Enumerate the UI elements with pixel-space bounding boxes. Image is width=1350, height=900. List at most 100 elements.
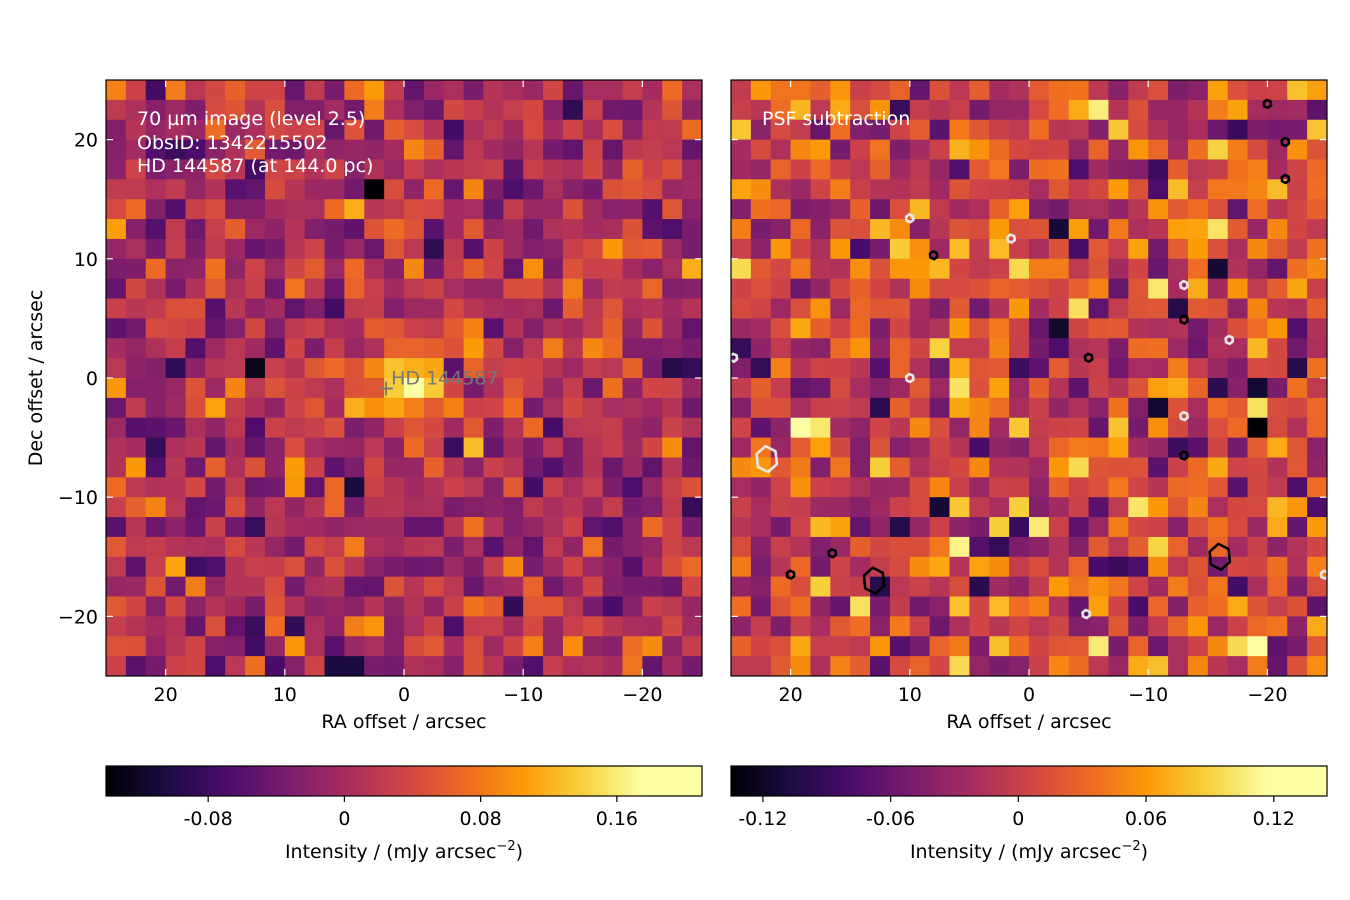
image-pixel [503, 119, 524, 141]
image-pixel [125, 219, 147, 240]
image-pixel [1307, 199, 1327, 220]
image-pixel [503, 656, 524, 676]
image-pixel [145, 477, 167, 498]
image-pixel [1128, 517, 1149, 538]
image-pixel [682, 417, 702, 439]
black-contour [1208, 542, 1232, 572]
star-plus-icon: + [377, 377, 395, 402]
image-pixel [205, 238, 226, 260]
image-pixel [731, 397, 752, 419]
image-pixel [830, 278, 851, 300]
image-pixel [1148, 536, 1169, 558]
image-pixel [443, 119, 465, 141]
image-pixel [602, 139, 624, 161]
image-pixel [1207, 457, 1229, 478]
image-pixel [810, 536, 831, 558]
image-pixel [1187, 397, 1209, 419]
image-pixel [810, 119, 831, 141]
black-contour [1262, 98, 1273, 110]
image-pixel [662, 258, 683, 280]
image-pixel [423, 358, 445, 379]
image-pixel [423, 616, 445, 637]
image-pixel [1108, 656, 1129, 676]
image-pixel [830, 536, 851, 558]
image-pixel [543, 397, 564, 419]
image-pixel [1168, 616, 1189, 637]
image-pixel [622, 397, 643, 419]
image-pixel [582, 417, 604, 439]
image-pixel [989, 556, 1010, 578]
image-pixel [483, 576, 504, 598]
image-pixel [850, 517, 871, 538]
image-pixel [949, 616, 970, 637]
image-pixel [503, 457, 524, 478]
image-pixel [770, 397, 792, 419]
image-pixel [1009, 80, 1030, 101]
image-pixel [582, 497, 604, 518]
image-pixel [989, 238, 1010, 260]
image-pixel [909, 258, 931, 280]
image-pixel [830, 338, 851, 359]
image-pixel [125, 417, 147, 439]
image-pixel [909, 397, 931, 419]
image-pixel [483, 596, 504, 617]
image-pixel [1207, 417, 1229, 439]
image-pixel [850, 80, 871, 101]
image-pixel [1267, 616, 1288, 637]
image-pixel [810, 358, 831, 379]
image-pixel [463, 596, 485, 617]
image-pixel [523, 397, 544, 419]
image-pixel [642, 99, 663, 121]
image-pixel [830, 497, 851, 518]
image-pixel [889, 338, 911, 359]
image-pixel [1207, 656, 1229, 676]
image-pixel [205, 636, 226, 657]
image-pixel [989, 497, 1010, 518]
colorbar-tick-label: -0.12 [738, 808, 787, 830]
image-pixel [1088, 556, 1110, 578]
image-pixel [503, 636, 524, 657]
left-colorbar: -0.08 0 0.08 0.16 Intensity / (mJy arcsec−2… [105, 765, 703, 863]
black-contour [1280, 136, 1291, 148]
image-pixel [731, 278, 752, 300]
white-contour [904, 213, 915, 224]
image-pixel [185, 358, 206, 379]
image-pixel [185, 556, 206, 578]
image-pixel [810, 556, 831, 578]
image-pixel [1287, 417, 1308, 439]
image-pixel [889, 139, 911, 161]
image-pixel [1247, 219, 1268, 240]
image-pixel [731, 517, 752, 538]
image-pixel [165, 179, 187, 200]
image-pixel [165, 636, 187, 657]
image-pixel [523, 358, 544, 379]
image-pixel [662, 417, 683, 439]
image-pixel [582, 159, 604, 180]
image-pixel [750, 298, 772, 319]
image-pixel [770, 199, 792, 220]
image-pixel [830, 596, 851, 617]
image-pixel [830, 119, 851, 141]
left-annotation-line-1: 70 µm image (level 2.5) [137, 108, 365, 130]
image-pixel [682, 159, 702, 180]
image-pixel [1227, 636, 1249, 657]
image-pixel [1187, 536, 1209, 558]
image-pixel [423, 576, 445, 598]
image-pixel [404, 318, 425, 339]
image-pixel [165, 556, 187, 578]
image-pixel [404, 278, 425, 300]
image-pixel [324, 119, 345, 141]
image-pixel [810, 616, 831, 637]
image-pixel [205, 437, 226, 459]
image-pixel [830, 477, 851, 498]
image-pixel [562, 397, 584, 419]
image-pixel [1068, 397, 1090, 419]
image-pixel [562, 99, 584, 121]
image-pixel [304, 497, 326, 518]
image-pixel [225, 179, 246, 200]
image-pixel [1068, 636, 1090, 657]
image-pixel [790, 556, 812, 578]
image-pixel [483, 238, 504, 260]
image-pixel [185, 159, 206, 180]
